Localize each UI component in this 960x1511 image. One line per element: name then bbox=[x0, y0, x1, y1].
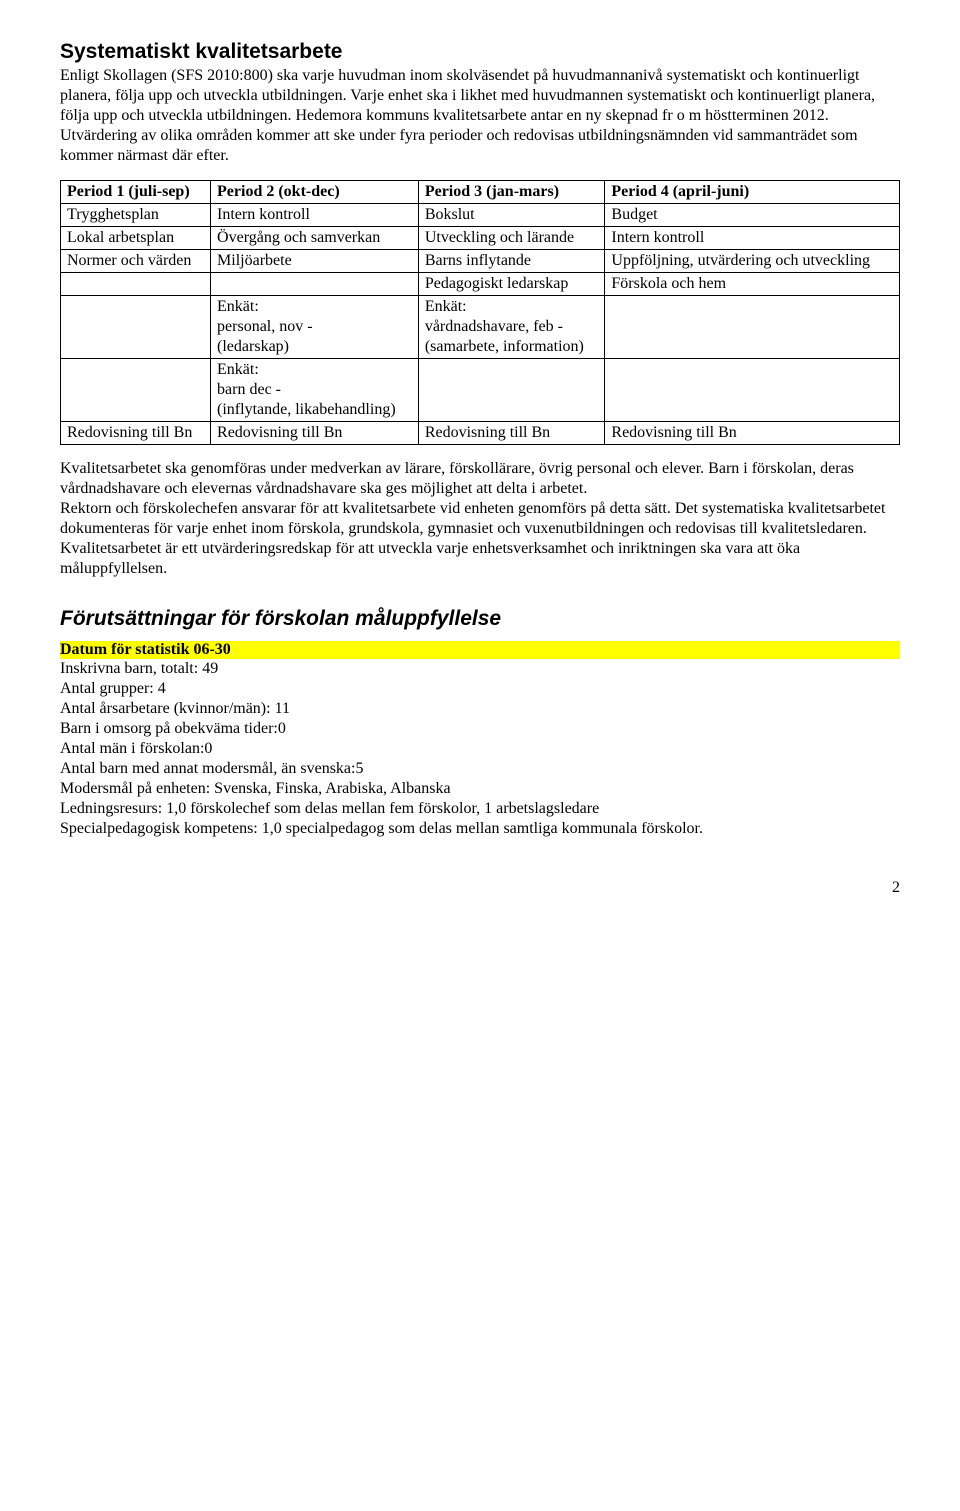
stat-line: Modersmål på enheten: Svenska, Finska, A… bbox=[60, 779, 900, 799]
cell: Redovisning till Bn bbox=[211, 422, 419, 445]
cell: Intern kontroll bbox=[211, 204, 419, 227]
cell bbox=[418, 359, 605, 422]
table-row: Normer och värdenMiljöarbeteBarns inflyt… bbox=[61, 250, 900, 273]
stat-line: Ledningsresurs: 1,0 förskolechef som del… bbox=[60, 799, 900, 819]
cell: Trygghetsplan bbox=[61, 204, 211, 227]
cell: Enkät: personal, nov - (ledarskap) bbox=[211, 296, 419, 359]
table-row: Pedagogiskt ledarskapFörskola och hem bbox=[61, 273, 900, 296]
table-row: Lokal arbetsplanÖvergång och samverkanUt… bbox=[61, 227, 900, 250]
header-cell: Period 1 (juli-sep) bbox=[61, 181, 211, 204]
cell bbox=[605, 296, 900, 359]
cell: Miljöarbete bbox=[211, 250, 419, 273]
header-cell: Period 3 (jan-mars) bbox=[418, 181, 605, 204]
paragraph-2: Kvalitetsarbetet ska genomföras under me… bbox=[60, 459, 900, 579]
cell bbox=[61, 273, 211, 296]
main-heading: Systematiskt kvalitetsarbete bbox=[60, 40, 900, 64]
cell: Normer och värden bbox=[61, 250, 211, 273]
table-row: Redovisning till BnRedovisning till BnRe… bbox=[61, 422, 900, 445]
stat-line: Inskrivna barn, totalt: 49 bbox=[60, 659, 900, 679]
cell: Redovisning till Bn bbox=[61, 422, 211, 445]
highlighted-date: Datum för statistik 06-30 bbox=[60, 641, 900, 659]
cell bbox=[61, 359, 211, 422]
stat-line: Antal män i förskolan:0 bbox=[60, 739, 900, 759]
cell bbox=[211, 273, 419, 296]
stat-line: Antal grupper: 4 bbox=[60, 679, 900, 699]
page-number: 2 bbox=[60, 879, 900, 897]
stat-line: Specialpedagogisk kompetens: 1,0 special… bbox=[60, 819, 900, 839]
cell: Enkät: vårdnadshavare, feb - (samarbete,… bbox=[418, 296, 605, 359]
table-row: Enkät: personal, nov - (ledarskap)Enkät:… bbox=[61, 296, 900, 359]
cell: Pedagogiskt ledarskap bbox=[418, 273, 605, 296]
intro-paragraph: Enligt Skollagen (SFS 2010:800) ska varj… bbox=[60, 66, 900, 166]
header-cell: Period 2 (okt-dec) bbox=[211, 181, 419, 204]
table-row: TrygghetsplanIntern kontrollBokslutBudge… bbox=[61, 204, 900, 227]
periods-table: Period 1 (juli-sep) Period 2 (okt-dec) P… bbox=[60, 180, 900, 445]
section-heading: Förutsättningar för förskolan måluppfyll… bbox=[60, 607, 900, 631]
stat-line: Antal årsarbetare (kvinnor/män): 11 bbox=[60, 699, 900, 719]
cell: Bokslut bbox=[418, 204, 605, 227]
cell: Övergång och samverkan bbox=[211, 227, 419, 250]
cell: Enkät: barn dec - (inflytande, likabehan… bbox=[211, 359, 419, 422]
stat-line: Antal barn med annat modersmål, än svens… bbox=[60, 759, 900, 779]
cell bbox=[605, 359, 900, 422]
stat-line: Barn i omsorg på obekväma tider:0 bbox=[60, 719, 900, 739]
cell: Intern kontroll bbox=[605, 227, 900, 250]
table-row: Enkät: barn dec - (inflytande, likabehan… bbox=[61, 359, 900, 422]
cell: Förskola och hem bbox=[605, 273, 900, 296]
cell: Redovisning till Bn bbox=[418, 422, 605, 445]
cell: Barns inflytande bbox=[418, 250, 605, 273]
table-header-row: Period 1 (juli-sep) Period 2 (okt-dec) P… bbox=[61, 181, 900, 204]
cell: Lokal arbetsplan bbox=[61, 227, 211, 250]
cell: Redovisning till Bn bbox=[605, 422, 900, 445]
cell bbox=[61, 296, 211, 359]
cell: Uppföljning, utvärdering och utveckling bbox=[605, 250, 900, 273]
statistics-list: Inskrivna barn, totalt: 49 Antal grupper… bbox=[60, 659, 900, 839]
cell: Budget bbox=[605, 204, 900, 227]
cell: Utveckling och lärande bbox=[418, 227, 605, 250]
header-cell: Period 4 (april-juni) bbox=[605, 181, 900, 204]
